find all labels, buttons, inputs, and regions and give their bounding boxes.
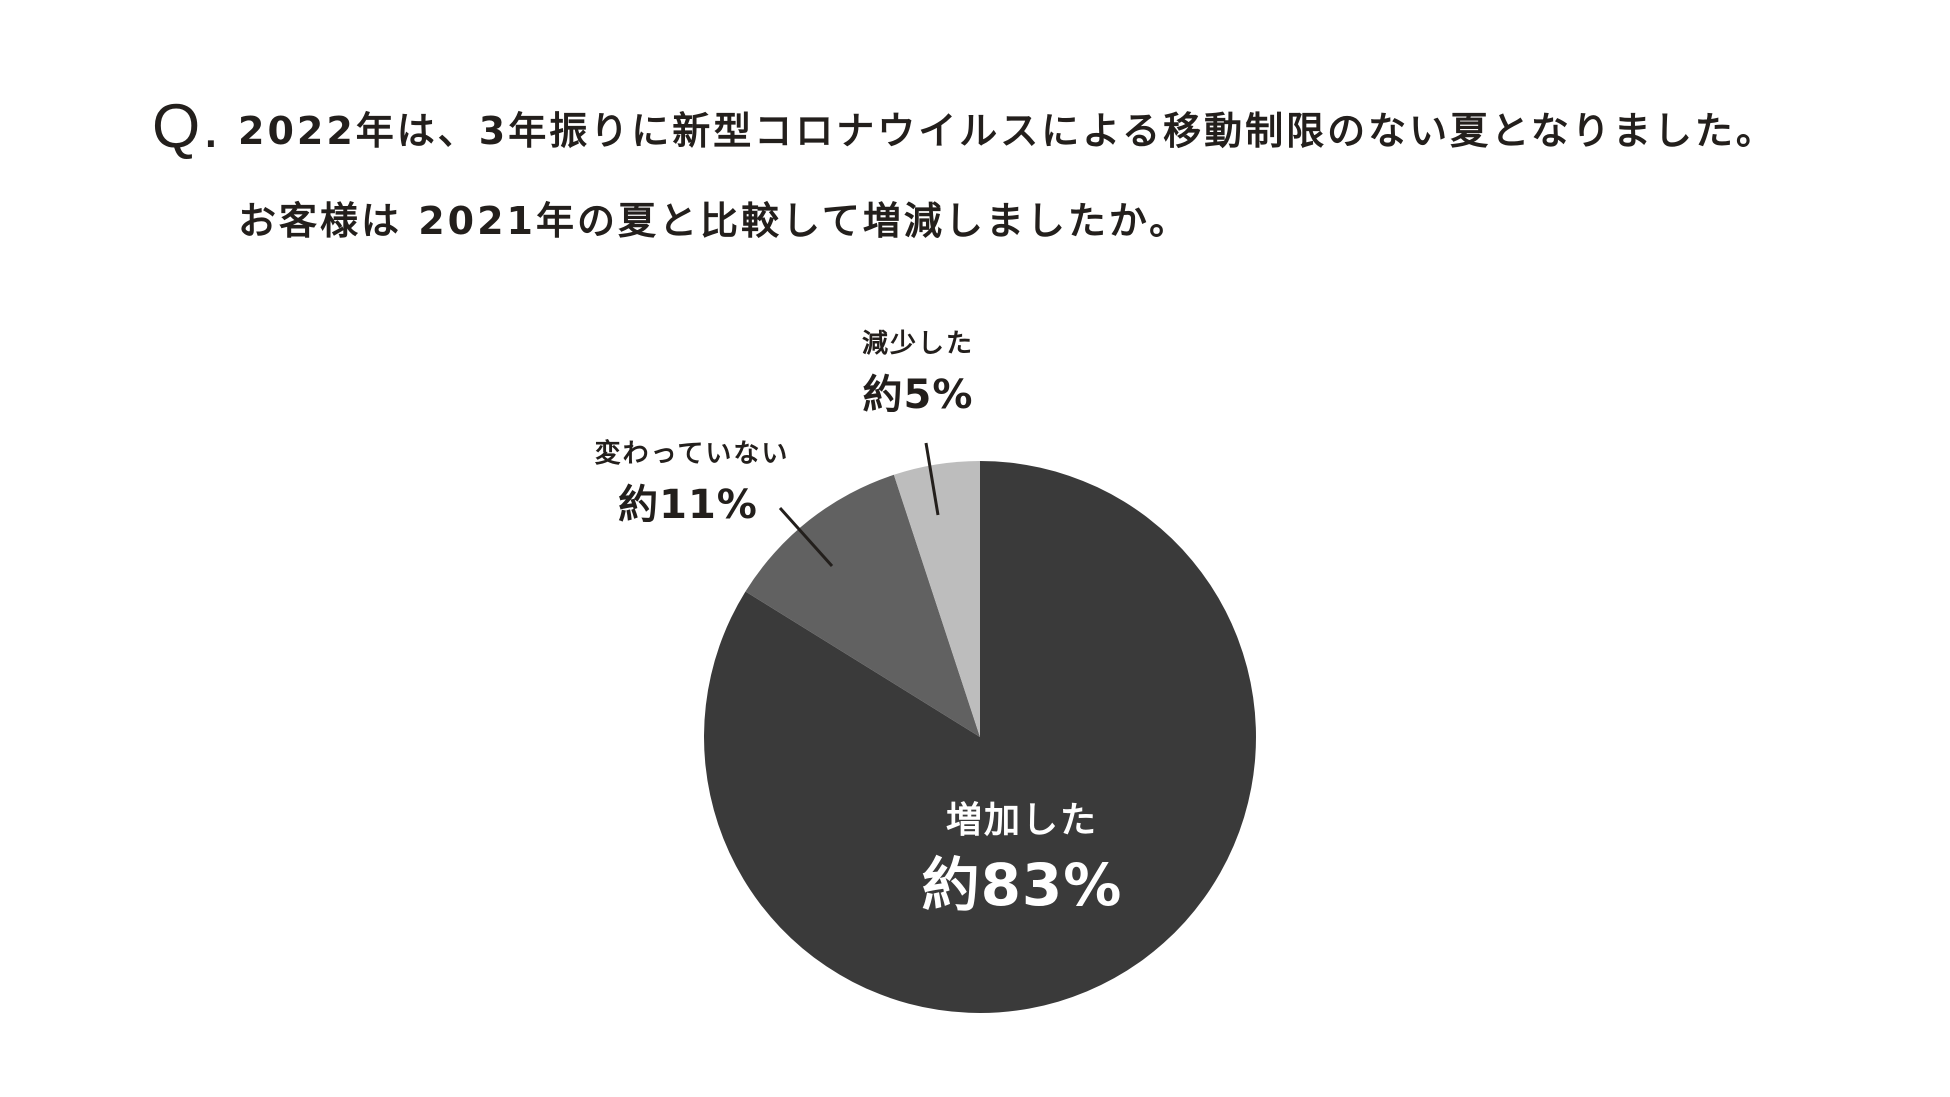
slice-value-1: 約83% <box>922 851 1123 919</box>
slice-value-3: 約5% <box>863 372 974 418</box>
question-line-2: お客様は 2021年の夏と比較して増減しましたか。 <box>238 199 1191 243</box>
pie-slice-2 <box>745 474 980 737</box>
slice-label-2: 変わっていない <box>595 438 790 469</box>
slice-label-1: 増加した <box>946 800 1098 841</box>
pie-slice-3 <box>893 461 980 737</box>
slice-label-3: 減少した <box>862 329 974 359</box>
leader-line-2 <box>778 506 834 568</box>
question-mark: Q. <box>152 92 222 161</box>
slice-value-2: 約11% <box>618 482 758 528</box>
leader-line-3 <box>924 442 940 516</box>
question-line-1: 2022年は、3年振りに新型コロナウイルスによる移動制限のない夏となりました。 <box>238 109 1777 153</box>
